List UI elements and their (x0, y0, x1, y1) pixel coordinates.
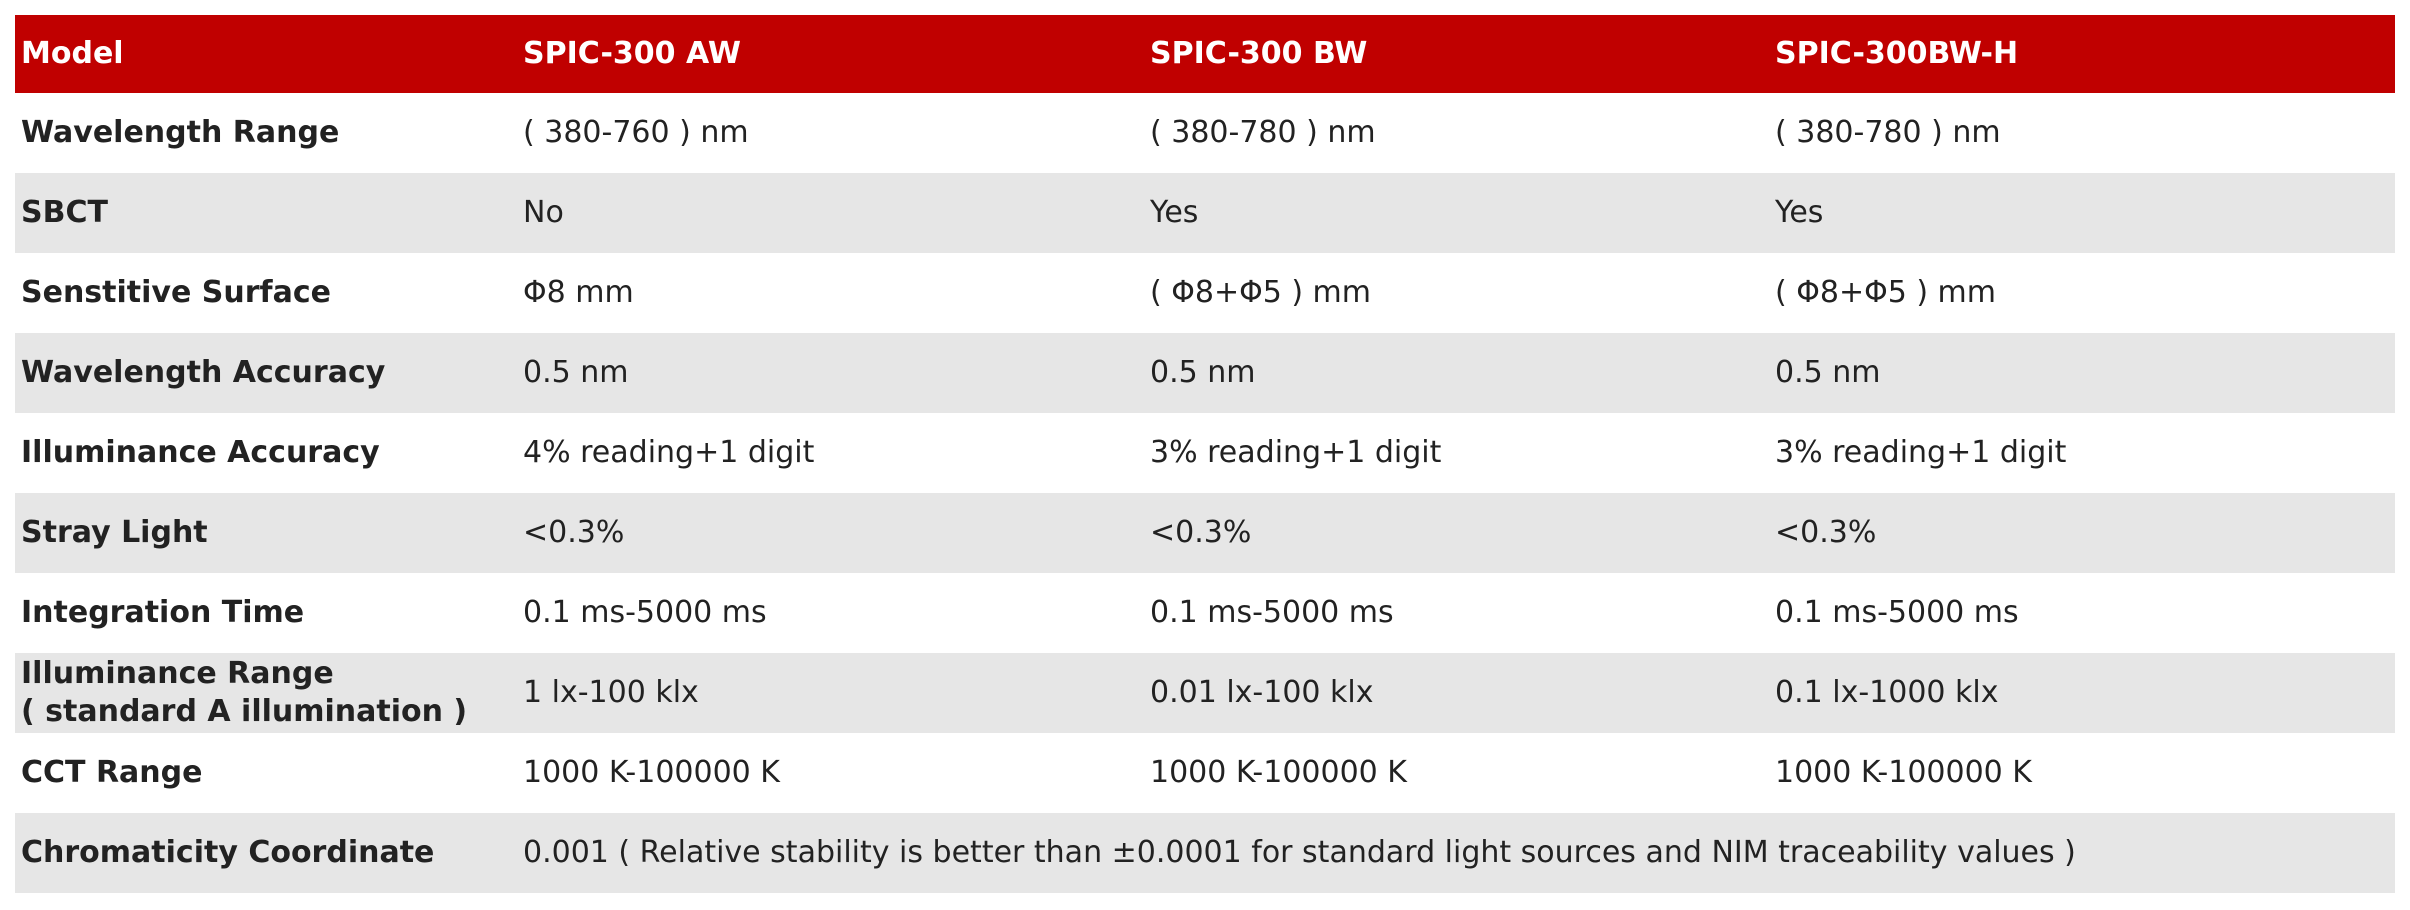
table-row: Chromaticity Coordinate 0.001 ( Relative … (15, 813, 2395, 893)
table-row: Senstitive Surface Φ8 mm( Φ8+Φ5 ) mm( Φ8+… (15, 253, 2395, 333)
cell: ( 380-780 ) nm (1144, 93, 1769, 173)
cell: <0.3% (1144, 493, 1769, 573)
cell: 0.1 ms-5000 ms (1144, 573, 1769, 653)
cell: <0.3% (1769, 493, 2395, 573)
cell: ( 380-780 ) nm (1769, 93, 2395, 173)
cell: No (517, 173, 1144, 253)
cell: Model (15, 15, 517, 93)
cell: 0.5 nm (1144, 333, 1769, 413)
cell: Φ8 mm (517, 253, 1144, 333)
row-label: Chromaticity Coordinate (15, 813, 517, 893)
cell: 0.01 lx-100 klx (1144, 653, 1769, 733)
cell: 3% reading+1 digit (1769, 413, 2395, 493)
table-row: Illuminance Range( standard A illuminati… (15, 653, 2395, 733)
row-label: Illuminance Range( standard A illuminati… (15, 653, 517, 733)
table-row: Illuminance Accuracy 4% reading+1 digit 3%… (15, 413, 2395, 493)
cell: Yes (1144, 173, 1769, 253)
header-row: Model SPIC-300 AW SPIC-300 BW SPIC-300BW-H (15, 15, 2395, 93)
cell: ( Φ8+Φ5 ) mm (1769, 253, 2395, 333)
table-row: SBCT No Yes Yes (15, 173, 2395, 253)
cell: 0.001 ( Relative stability is better tha… (517, 813, 2395, 893)
cell: ( Φ8+Φ5 ) mm (1144, 253, 1769, 333)
table-row: Integration Time 0.1 ms-5000 ms 0.1 ms-500… (15, 573, 2395, 653)
cell: 1000 K-100000 K (1144, 733, 1769, 813)
row-label: Illuminance Accuracy (15, 413, 517, 493)
cell: 0.1 ms-5000 ms (517, 573, 1144, 653)
spec-table: Model SPIC-300 AW SPIC-300 BW SPIC-300BW-H W… (15, 15, 2395, 893)
cell: 0.1 lx-1000 klx (1769, 653, 2395, 733)
cell: 4% reading+1 digit (517, 413, 1144, 493)
row-label: Integration Time (15, 573, 517, 653)
row-label: Wavelength Accuracy (15, 333, 517, 413)
row-label: SBCT (15, 173, 517, 253)
row-label: CCT Range (15, 733, 517, 813)
row-label: Stray Light (15, 493, 517, 573)
table-row: Wavelength Range( 380-760 ) nm( 380-780 … (15, 93, 2395, 173)
cell: SPIC-300BW-H (1769, 15, 2395, 93)
cell: 0.1 ms-5000 ms (1769, 573, 2395, 653)
table-row: Wavelength Accuracy 0.5 nm 0.5 nm 0.5 nm (15, 333, 2395, 413)
cell: 1000 K-100000 K (517, 733, 1144, 813)
row-label: Senstitive Surface (15, 253, 517, 333)
cell: 0.5 nm (517, 333, 1144, 413)
cell: SPIC-300 BW (1144, 15, 1769, 93)
cell: 3% reading+1 digit (1144, 413, 1769, 493)
cell: SPIC-300 AW (517, 15, 1144, 93)
cell: 1 lx-100 klx (517, 653, 1144, 733)
cell: ( 380-760 ) nm (517, 93, 1144, 173)
cell: 1000 K-100000 K (1769, 733, 2395, 813)
cell: 0.5 nm (1769, 333, 2395, 413)
cell: <0.3% (517, 493, 1144, 573)
cell: Yes (1769, 173, 2395, 253)
row-label: Wavelength Range (15, 93, 517, 173)
table-row: Stray Light <0.3% <0.3% <0.3% (15, 493, 2395, 573)
table-body: Model SPIC-300 AW SPIC-300 BW SPIC-300BW-H W… (15, 15, 2395, 893)
